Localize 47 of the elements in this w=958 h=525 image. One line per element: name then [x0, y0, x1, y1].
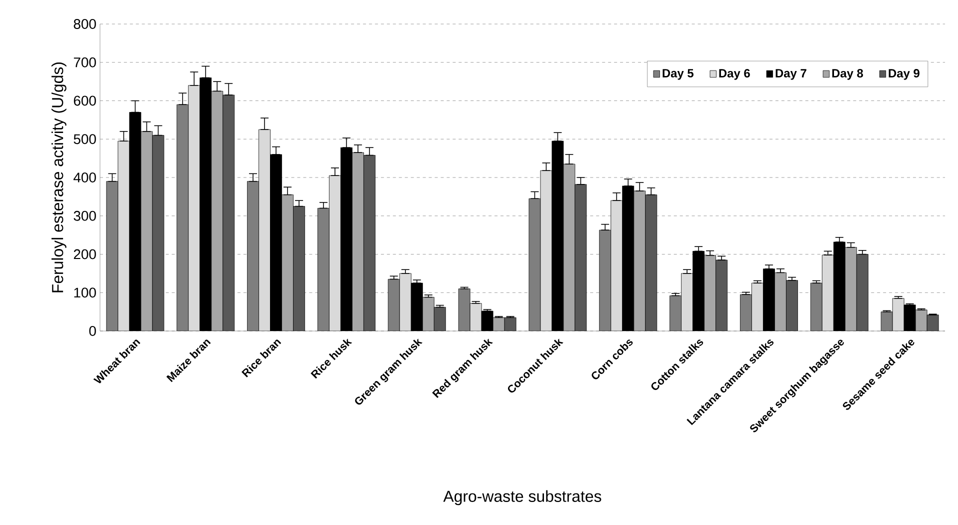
bar — [822, 254, 834, 331]
y-tick-label: 500 — [74, 134, 96, 144]
bar — [352, 152, 364, 331]
bar — [574, 184, 587, 331]
bar — [610, 200, 623, 331]
y-tick-label: 700 — [74, 57, 96, 68]
bar — [681, 273, 693, 331]
y-tick-label: 600 — [74, 96, 96, 106]
bar — [645, 194, 658, 331]
bar — [752, 282, 764, 331]
legend-label: Day 8 — [832, 69, 864, 80]
legend-label: Day 5 — [662, 69, 694, 80]
bar — [844, 247, 857, 331]
bar — [211, 90, 224, 331]
bar — [540, 170, 552, 331]
y-tick-label: 0 — [89, 326, 96, 336]
legend-label: Day 9 — [888, 69, 920, 80]
bar — [118, 140, 130, 331]
bar — [140, 131, 153, 331]
y-tick-label: 400 — [74, 172, 96, 182]
bar — [364, 155, 376, 331]
legend-label: Day 7 — [776, 69, 806, 80]
x-axis-title: Agro-waste substrates — [443, 490, 602, 506]
bar — [704, 255, 716, 331]
bar — [434, 307, 446, 331]
bar — [222, 94, 235, 331]
bar — [329, 175, 341, 331]
y-tick-label: 800 — [74, 19, 96, 29]
y-axis-title: Feruloyl esterase activity (U/gds) — [52, 62, 66, 292]
bar — [634, 190, 646, 331]
bar — [258, 129, 270, 331]
bar — [399, 273, 412, 331]
bar — [786, 280, 798, 331]
bar — [152, 135, 164, 331]
bar — [856, 254, 868, 331]
bar — [716, 260, 728, 331]
bar — [188, 85, 200, 331]
legend-label: Day 6 — [719, 69, 750, 80]
bar — [422, 297, 434, 331]
bar — [293, 206, 305, 331]
bar — [774, 272, 786, 331]
bar — [282, 194, 294, 331]
bar — [563, 164, 576, 331]
y-tick-label: 300 — [74, 210, 96, 221]
bar — [915, 310, 928, 331]
y-tick-label: 200 — [74, 249, 96, 260]
y-tick-label: 100 — [74, 288, 96, 298]
